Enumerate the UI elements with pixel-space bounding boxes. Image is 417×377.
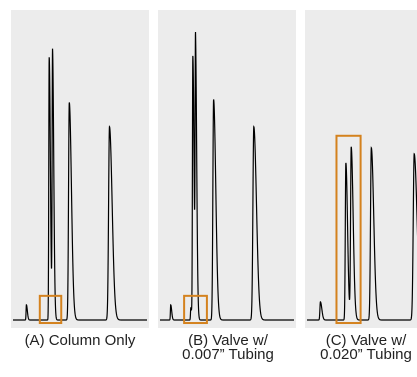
caption-c: (C) Valve w/ 0.020” Tubing <box>286 332 417 363</box>
panel-a-trace-line <box>13 48 147 321</box>
panel-c-highlight-box <box>335 134 362 325</box>
panel-b-background <box>158 10 296 328</box>
caption-a-line-1: (A) Column Only <box>24 332 136 349</box>
chromatogram-panel-b <box>158 10 296 328</box>
chromatogram-b-svg <box>158 10 296 328</box>
caption-b: (B) Valve w/ 0.007” Tubing <box>148 332 308 363</box>
chromatogram-a-svg <box>11 10 149 328</box>
caption-b-line-1: (B) Valve w/ <box>188 332 268 349</box>
panel-b-highlight-box <box>183 294 208 325</box>
chromatogram-c-svg <box>305 10 417 328</box>
panel-b-trace-line <box>160 31 294 321</box>
panel-c-trace-line <box>307 146 417 321</box>
caption-c-line-2: 0.020” Tubing <box>320 346 412 363</box>
panel-a-background <box>11 10 149 328</box>
caption-b-line-2: 0.007” Tubing <box>182 346 274 363</box>
panel-a-highlight-box <box>38 294 63 325</box>
caption-a: (A) Column Only <box>0 332 160 349</box>
caption-c-line-1: (C) Valve w/ <box>325 332 407 349</box>
chromatogram-panel-c <box>305 10 417 328</box>
chromatogram-panel-a <box>11 10 149 328</box>
